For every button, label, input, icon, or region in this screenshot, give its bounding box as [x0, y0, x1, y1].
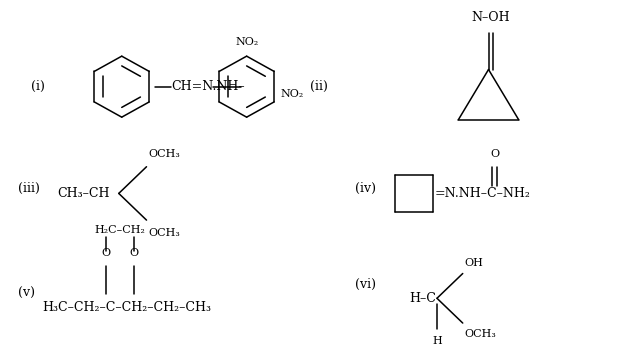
- Text: (i): (i): [31, 80, 44, 93]
- Text: CH=N.NH–: CH=N.NH–: [171, 80, 245, 93]
- Text: O: O: [490, 149, 499, 159]
- Text: CH₃–CH: CH₃–CH: [58, 187, 110, 200]
- Text: OCH₃: OCH₃: [465, 329, 497, 339]
- Text: (v): (v): [18, 287, 35, 300]
- Text: (ii): (ii): [310, 80, 328, 93]
- Text: OCH₃: OCH₃: [148, 228, 180, 238]
- Text: NO₂: NO₂: [235, 37, 258, 47]
- Text: H–C: H–C: [409, 292, 436, 305]
- Text: (iii): (iii): [18, 182, 40, 195]
- Text: N–OH: N–OH: [471, 11, 510, 24]
- Text: H: H: [432, 336, 442, 347]
- Text: =N.NH–C–NH₂: =N.NH–C–NH₂: [435, 187, 531, 200]
- Text: (iv): (iv): [355, 182, 376, 195]
- Text: OH: OH: [465, 258, 484, 268]
- Text: NO₂: NO₂: [281, 89, 304, 99]
- Text: H₃C–CH₂–C–CH₂–CH₂–CH₃: H₃C–CH₂–C–CH₂–CH₂–CH₃: [42, 301, 212, 314]
- Text: O: O: [102, 248, 111, 258]
- Text: OCH₃: OCH₃: [148, 149, 180, 159]
- Text: O: O: [129, 248, 138, 258]
- Text: (vi): (vi): [355, 277, 376, 290]
- Text: H₂C–CH₂: H₂C–CH₂: [95, 225, 145, 235]
